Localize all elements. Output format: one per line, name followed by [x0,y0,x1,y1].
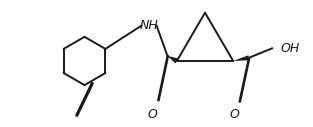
Text: O: O [147,108,157,121]
Text: O: O [229,108,239,121]
Polygon shape [167,56,178,63]
Text: NH: NH [139,19,158,32]
Text: OH: OH [280,42,300,55]
Polygon shape [233,55,249,61]
